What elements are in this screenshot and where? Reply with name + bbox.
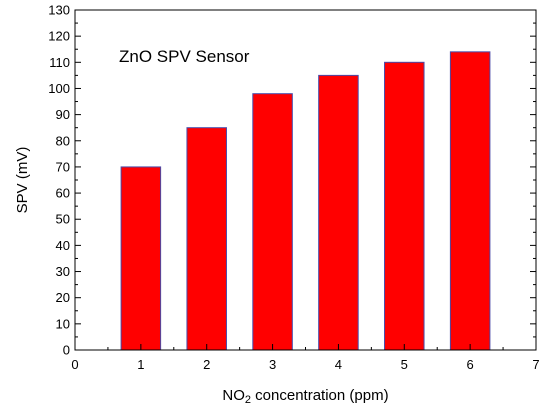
x-axis-label-main: NO: [222, 387, 245, 404]
bar-3: [252, 93, 293, 351]
bars-group: [120, 51, 491, 351]
y-tick-label: 50: [56, 212, 70, 227]
y-tick-label: 90: [56, 107, 70, 122]
y-tick-label: 110: [49, 55, 70, 70]
y-tick-label: 130: [48, 3, 70, 18]
y-tick-label: 40: [56, 238, 70, 253]
y-tick-label: 10: [56, 316, 70, 331]
y-tick-label: 30: [56, 264, 70, 279]
y-axis-label: SPV (mV): [14, 147, 31, 214]
y-tick-label: 0: [63, 343, 70, 358]
x-tick-label: 3: [269, 357, 276, 372]
x-tick-label: 5: [401, 357, 408, 372]
plot-frame: [74, 9, 537, 351]
bar-6: [449, 51, 491, 351]
y-tick-label: 70: [56, 159, 70, 174]
y-tick-label: 80: [56, 133, 70, 148]
x-tick-label: 4: [335, 357, 342, 372]
x-tick-label: 2: [203, 357, 210, 372]
x-axis-label-subscript: 2: [245, 394, 251, 406]
x-tick-label: 1: [137, 357, 144, 372]
bar-4: [318, 74, 359, 351]
y-tick-label: 60: [56, 186, 70, 201]
bar-2: [186, 127, 227, 351]
bar-5: [384, 61, 425, 351]
y-tick-label: 20: [56, 290, 70, 305]
bar-1: [120, 166, 162, 351]
y-tick-label: 100: [48, 81, 70, 96]
x-axis-label: NO2 concentration (ppm): [222, 387, 388, 406]
x-axis-label-rest: concentration (ppm): [251, 387, 389, 404]
x-tick-label: 6: [467, 357, 474, 372]
y-tick-label: 120: [48, 29, 70, 44]
x-tick-label: 7: [532, 357, 539, 372]
x-tick-label: 0: [71, 357, 78, 372]
chart-annotation: ZnO SPV Sensor: [119, 47, 250, 66]
